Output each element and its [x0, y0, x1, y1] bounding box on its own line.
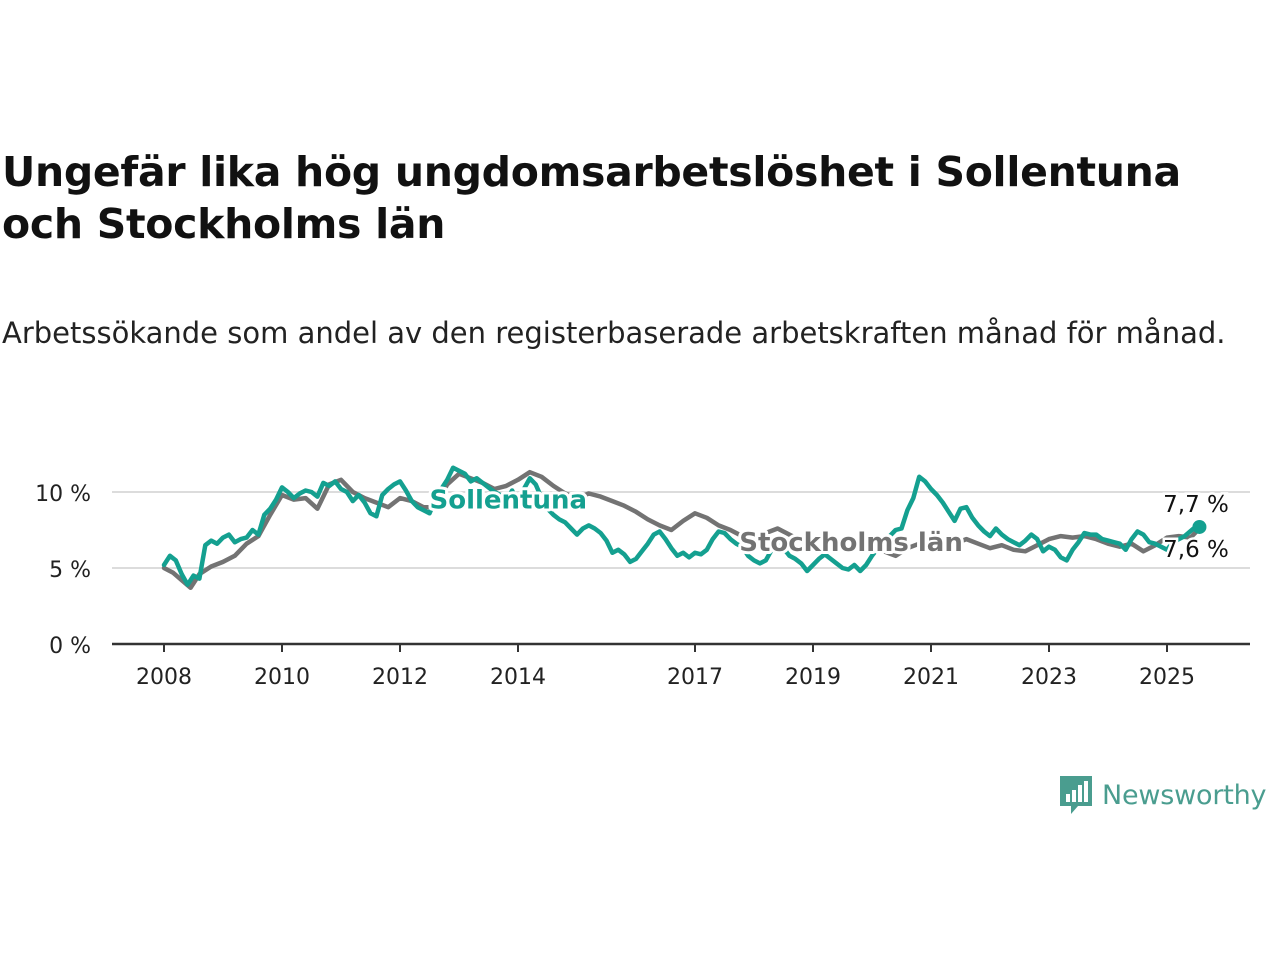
series-label-sollentuna: Sollentuna	[430, 486, 588, 516]
x-tick-label: 2017	[667, 665, 723, 690]
x-tick-label: 2023	[1021, 665, 1077, 690]
endpoint-marker	[1192, 519, 1207, 534]
chart-title: Ungefär lika hög ungdomsarbetslöshet i S…	[2, 148, 1181, 248]
newsworthy-logo: Newsworthy	[1058, 772, 1267, 818]
series-labels: Stockholms län Sollentuna 7,7 % 7,6 %	[427, 483, 1232, 566]
series-line-stockholms-län	[161, 469, 1202, 591]
chart-subtitle: Arbetssökande som andel av den registerb…	[2, 316, 1226, 350]
x-tick-label: 2010	[254, 665, 310, 690]
series-lines	[161, 465, 1207, 591]
gridlines	[112, 491, 1250, 569]
x-tick-label: 2025	[1139, 665, 1195, 690]
x-tick-label: 2014	[490, 665, 546, 690]
y-tick-label: 10 %	[35, 482, 91, 507]
x-tick-label: 2012	[372, 665, 428, 690]
y-tick-label: 0 %	[49, 634, 91, 659]
series-line-sollentuna	[161, 465, 1202, 587]
y-tick-label: 5 %	[49, 558, 91, 583]
axes: 0 % 5 % 10 % 2008 2010 2012 2014 2017 2019 2021 20…	[35, 482, 1250, 690]
bar-chart-speech-bubble-icon	[1060, 776, 1092, 814]
end-value-label-stockholms-lan: 7,6 %	[1163, 537, 1229, 563]
x-tick-label: 2008	[136, 665, 192, 690]
series-label-stockholms-län: Stockholms län	[739, 528, 963, 558]
x-tick-label: 2019	[785, 665, 841, 690]
logo-text: Newsworthy	[1102, 779, 1267, 811]
end-value-label-sollentuna: 7,7 %	[1163, 492, 1229, 518]
x-tick-label: 2021	[903, 665, 959, 690]
